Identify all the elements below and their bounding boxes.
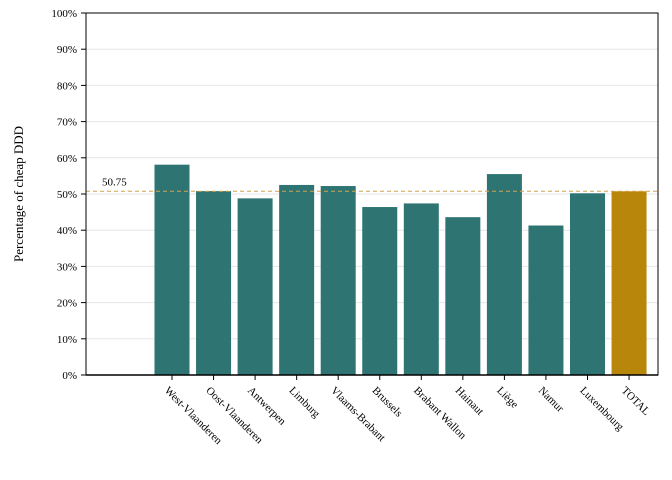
y-axis-ticks: 0% 10% 20% 30% 40% 50% 60% 70% 80% 90% 100% [51,8,86,382]
bar-oost-vlaanderen [196,191,232,375]
bar-antwerpen [237,198,273,375]
bar-li-ge [486,174,522,375]
x-tick-label: TOTAL [619,385,652,418]
y-tick-label: 0% [62,370,77,382]
x-tick-label: Liège [494,385,520,411]
bar-hainaut [445,217,481,375]
y-tick-label: 70% [57,117,77,129]
reference-line-group: 50.75 [86,176,658,192]
reference-label: 50.75 [102,176,127,188]
y-tick-label: 100% [51,8,77,20]
y-tick-label: 60% [57,153,77,165]
bar-brussels [362,207,398,375]
x-tick-label: Namur [536,385,566,415]
bar-luxembourg [570,193,605,375]
x-axis-labels: West-VlaanderenOost-VlaanderenAntwerpenL… [162,375,652,447]
x-tick-label: Antwerpen [245,385,288,428]
x-tick-label: Hainaut [453,385,486,418]
y-tick-label: 90% [57,44,77,56]
x-tick-label: Brussels [370,385,405,420]
x-tick-label: Limburg [287,385,323,421]
y-tick-label: 10% [57,334,77,346]
bar-vlaams-brabant [320,186,356,375]
bars [154,164,647,375]
y-axis-title: Percentage of cheap DDD [11,126,26,262]
y-tick-label: 40% [57,225,77,237]
bar-brabant-wallon [403,203,439,375]
bar-limburg [279,184,315,375]
y-tick-label: 30% [57,261,77,273]
y-tick-label: 50% [57,189,77,201]
bar-total [611,191,647,375]
y-tick-label: 80% [57,80,77,92]
bar-west-vlaanderen [154,164,190,375]
bar-namur [528,225,564,375]
y-tick-label: 20% [57,298,77,310]
